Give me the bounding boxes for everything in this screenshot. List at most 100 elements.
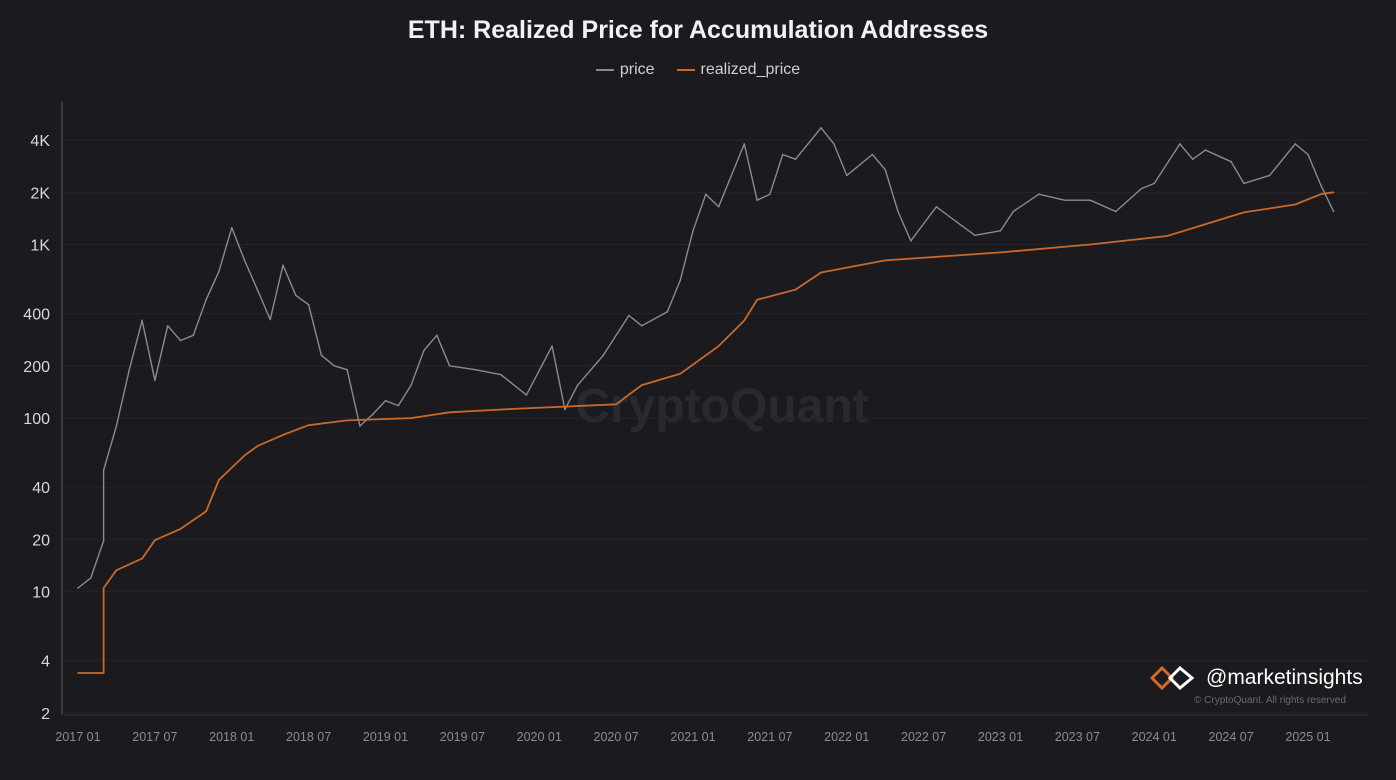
data-point-realized-price <box>154 539 156 541</box>
data-point-price <box>1307 153 1309 156</box>
data-point-price <box>128 368 131 371</box>
data-point-price <box>1012 210 1015 213</box>
data-point-price <box>1179 143 1181 145</box>
x-tick-label: 2019 01 <box>363 730 408 744</box>
data-point-price <box>179 339 182 342</box>
data-point-price <box>1243 182 1245 185</box>
data-point-realized-price <box>640 384 643 386</box>
data-point-price <box>743 143 746 145</box>
data-point-price <box>1320 184 1322 186</box>
y-tick-label: 200 <box>23 359 50 376</box>
data-point-price <box>692 229 694 232</box>
data-point-price <box>435 334 438 337</box>
x-tick-label: 2017 07 <box>132 730 177 744</box>
y-tick-label: 400 <box>23 307 50 324</box>
data-point-price <box>794 158 797 161</box>
data-point-realized-price <box>307 424 310 426</box>
x-tick-label: 2025 01 <box>1285 730 1330 744</box>
data-point-price <box>1140 187 1143 190</box>
data-point-realized-price <box>448 411 451 414</box>
data-point-price <box>974 234 976 237</box>
data-point-price <box>576 384 579 386</box>
x-tick-label: 2020 01 <box>517 730 562 744</box>
y-tick-label: 40 <box>32 480 50 497</box>
x-tick-label: 2021 01 <box>670 730 715 744</box>
data-point-realized-price <box>1332 191 1335 194</box>
data-point-realized-price <box>346 419 348 422</box>
data-point-price <box>115 425 118 427</box>
series-line-price <box>77 127 1335 589</box>
data-point-price <box>999 229 1002 232</box>
y-tick-label: 2K <box>30 185 50 202</box>
data-point-realized-price <box>282 434 284 436</box>
x-tick-label: 2024 01 <box>1132 730 1177 744</box>
copyright: © CryptoQuant. All rights reserved <box>1194 695 1346 706</box>
data-point-price <box>77 587 79 589</box>
data-point-realized-price <box>1294 203 1296 206</box>
data-point-price <box>205 299 207 301</box>
data-point-realized-price <box>102 672 105 674</box>
data-point-price <box>820 127 822 129</box>
data-point-realized-price <box>1089 243 1091 246</box>
x-tick-label: 2024 07 <box>1209 730 1254 744</box>
data-point-price <box>910 240 912 242</box>
data-point-realized-price <box>141 557 143 560</box>
data-point-price <box>564 408 566 411</box>
data-point-price <box>1038 193 1040 195</box>
data-point-realized-price <box>615 403 617 406</box>
data-point-realized-price <box>820 271 822 274</box>
data-point-realized-price <box>1166 235 1168 237</box>
data-point-realized-price <box>1320 193 1322 195</box>
data-point-price <box>833 143 835 145</box>
data-point-price <box>474 368 476 371</box>
data-point-price <box>333 365 336 367</box>
legend: price realized_price <box>0 61 1396 79</box>
data-point-price <box>307 303 310 306</box>
data-point-realized-price <box>884 259 886 262</box>
data-point-price <box>602 354 605 357</box>
data-point-realized-price <box>179 528 182 530</box>
data-point-price <box>1268 174 1271 177</box>
legend-item-realized-price[interactable]: realized_price <box>676 61 801 79</box>
x-tick-label: 2023 01 <box>978 730 1023 744</box>
data-point-price <box>397 404 400 407</box>
chart-title: ETH: Realized Price for Accumulation Add… <box>407 16 989 44</box>
data-point-realized-price <box>115 569 118 571</box>
data-point-price <box>230 226 233 229</box>
data-point-price <box>154 379 156 382</box>
x-tick-label: 2018 07 <box>286 730 331 744</box>
x-tick-label: 2021 07 <box>747 730 792 744</box>
data-point-price <box>961 225 963 227</box>
legend-item-price[interactable]: price <box>595 61 655 79</box>
data-point-price <box>717 205 720 208</box>
data-point-price <box>551 345 553 347</box>
data-point-price <box>1153 182 1156 185</box>
data-point-price <box>218 270 220 273</box>
data-point-price <box>102 469 105 472</box>
legend-label-realized-price: realized_price <box>700 61 801 78</box>
data-point-price <box>1332 210 1335 213</box>
data-point-realized-price <box>218 479 220 481</box>
data-point-realized-price <box>999 251 1002 254</box>
data-point-price <box>1294 143 1296 145</box>
data-point-price <box>525 394 528 396</box>
data-point-price <box>320 354 323 357</box>
data-point-price <box>269 318 271 321</box>
data-point-price <box>769 193 771 195</box>
x-tick-label: 2022 07 <box>901 730 946 744</box>
data-point-price <box>1089 199 1091 201</box>
data-point-price <box>1115 210 1117 213</box>
data-point-price <box>359 425 361 427</box>
data-point-price <box>295 294 297 297</box>
data-point-price <box>935 205 938 208</box>
data-point-price <box>102 540 105 542</box>
data-point-price <box>845 174 848 177</box>
data-point-price <box>500 373 502 376</box>
data-point-price <box>756 199 758 201</box>
data-point-price <box>192 334 195 337</box>
brand-logo-icon <box>1149 665 1195 691</box>
data-point-price <box>884 168 886 171</box>
data-point-realized-price <box>743 319 746 322</box>
data-point-price <box>384 399 387 402</box>
